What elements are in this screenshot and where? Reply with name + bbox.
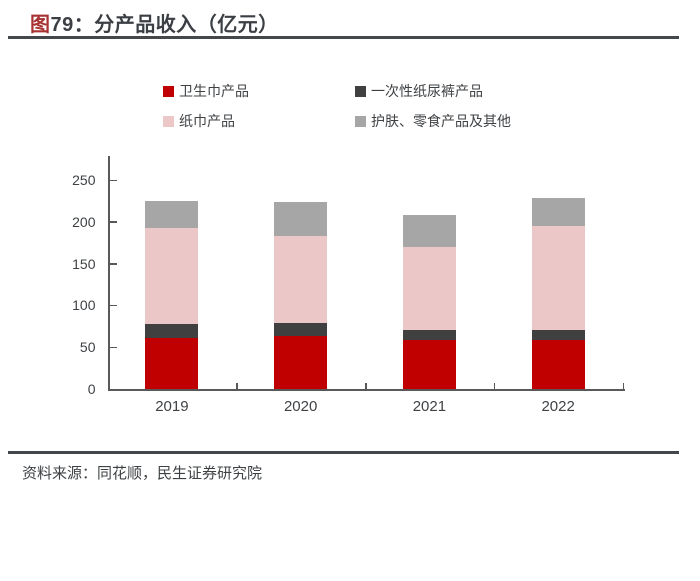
bar-segment <box>531 339 585 389</box>
y-axis-tick-label: 50 <box>79 339 96 356</box>
bar-segment <box>402 329 456 340</box>
figure-title-number: 79： <box>50 14 95 36</box>
y-axis-tick-label: 0 <box>87 381 96 397</box>
legend-item: 卫生巾产品 <box>163 81 249 101</box>
bar-segment <box>531 329 585 340</box>
legend-swatch-icon <box>355 115 366 127</box>
legend-label: 纸巾产品 <box>179 113 235 129</box>
y-axis-tick-label: 100 <box>72 297 96 314</box>
figure-title: 图79：分产品收入（亿元） <box>30 8 279 37</box>
bar-segment <box>145 200 199 229</box>
x-axis-tick <box>107 383 109 389</box>
y-axis-tick <box>109 388 117 390</box>
legend-swatch-icon <box>355 85 366 97</box>
bar-segment <box>402 339 456 389</box>
y-axis-tick <box>109 346 117 349</box>
title-underline <box>8 36 679 39</box>
x-axis-line <box>107 389 625 391</box>
legend-item: 纸巾产品 <box>163 111 235 131</box>
source-note: 资料来源：同花顺，民生证券研究院 <box>22 465 263 482</box>
bar-segment <box>274 201 328 236</box>
y-axis-tick-label: 150 <box>72 255 96 272</box>
legend-label: 卫生巾产品 <box>179 83 249 99</box>
legend-label: 一次性纸尿裤产品 <box>371 83 483 99</box>
bar-segment <box>531 198 585 226</box>
bar-segment <box>274 236 328 323</box>
bar-segment <box>145 228 199 324</box>
y-axis-tick-label: 200 <box>72 213 96 230</box>
footer-divider <box>8 451 679 454</box>
x-axis-tick <box>236 383 238 389</box>
legend-swatch-icon <box>163 85 174 97</box>
x-axis-category-label: 2021 <box>412 398 447 415</box>
figure-title-prefix: 图 <box>30 14 51 36</box>
x-axis-category-label: 2019 <box>155 398 189 415</box>
legend-item: 护肤、零食产品及其他 <box>355 111 511 131</box>
legend-item: 一次性纸尿裤产品 <box>355 81 483 101</box>
x-axis-tick <box>365 383 367 389</box>
y-axis-tick <box>109 179 117 181</box>
bar-segment <box>531 225 585 330</box>
bar-segment <box>402 246 456 330</box>
bar-segment <box>145 338 199 389</box>
y-axis-tick <box>109 304 117 307</box>
y-axis-tick-label: 250 <box>72 172 96 188</box>
bar-segment <box>145 323 199 338</box>
bar-segment <box>274 336 328 389</box>
y-axis-tick <box>109 221 117 223</box>
y-axis-line <box>107 156 110 391</box>
y-axis-tick <box>109 263 117 265</box>
figure-title-text: 分产品收入（亿元） <box>94 14 279 36</box>
x-axis-category-label: 2022 <box>541 398 575 415</box>
x-axis-category-label: 2020 <box>283 398 318 415</box>
bar-segment <box>402 215 456 247</box>
bar-segment <box>274 322 328 337</box>
x-axis-tick <box>493 383 496 389</box>
x-axis-tick <box>622 383 624 389</box>
legend-label: 护肤、零食产品及其他 <box>371 113 511 129</box>
legend-swatch-icon <box>163 115 174 127</box>
